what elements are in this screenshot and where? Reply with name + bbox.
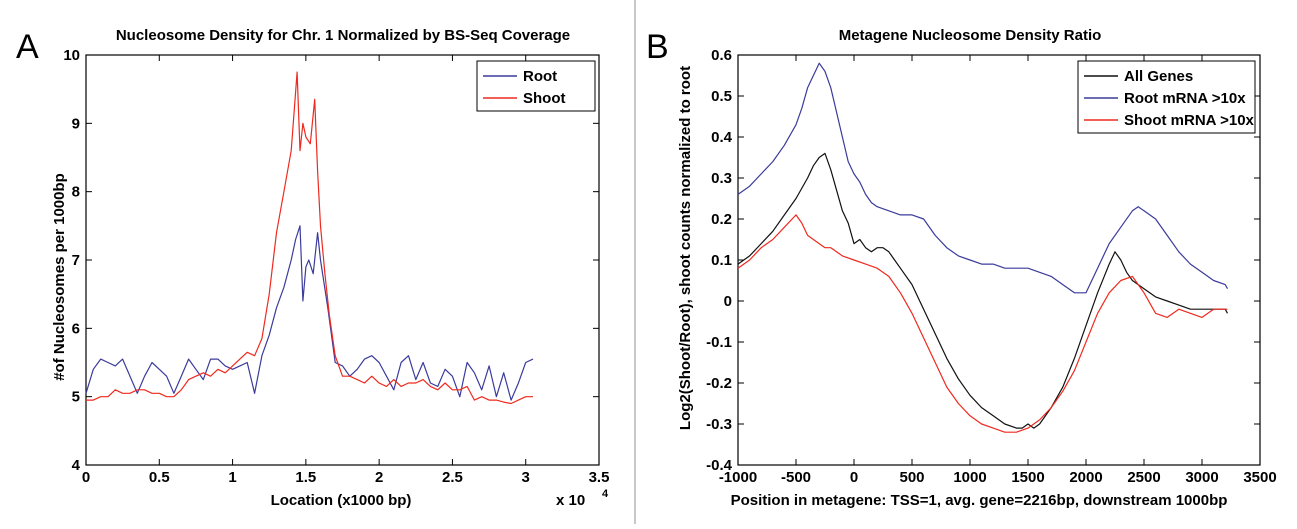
chart-a-ylabel: #of Nucleosomes per 1000bp [51, 173, 68, 381]
chart-b: B Metagene Nucleosome Density Ratio Log2… [646, 27, 1277, 509]
axes-frame [85, 54, 600, 466]
x-tick-label: 2.5 [442, 469, 463, 486]
series-line-2 [86, 71, 533, 405]
panel-divider [634, 0, 636, 524]
y-tick-label: 6 [72, 320, 80, 337]
panel-b: B Metagene Nucleosome Density Ratio Log2… [638, 0, 1297, 524]
x-tick-label: 1500 [1011, 469, 1044, 486]
legend: All Genes Root mRNA >10x Shoot mRNA >10x [1077, 60, 1256, 134]
chart-a-xlabel: Location (x1000 bp) [271, 492, 412, 509]
x-tick-label: 0 [850, 469, 858, 486]
legend-entry: Root mRNA >10x [1124, 90, 1246, 107]
legend-entry: Shoot [523, 90, 566, 107]
x-tick-label: -1000 [719, 469, 757, 486]
y-tick-label: -0.2 [706, 375, 732, 392]
x-tick-label: 3000 [1185, 469, 1218, 486]
x-tick-label: 2500 [1127, 469, 1160, 486]
x-tick-label: 3 [522, 469, 530, 486]
chart-b-plot-area: -1000 -500 0 500 1000 1500 2000 2500 3000 3500 -0.… [706, 47, 1277, 486]
x-tick-label: 500 [899, 469, 924, 486]
y-tick-label: 7 [72, 252, 80, 269]
legend: Root Shoot [476, 60, 596, 112]
panel-a: A Nucleosome Density for Chr. 1 Normaliz… [0, 0, 634, 524]
y-tick-label: 0 [724, 293, 732, 310]
chart-b-ylabel: Log2(Shoot/Root), shoot counts normalize… [677, 66, 694, 430]
legend-entry: All Genes [1124, 68, 1193, 85]
series-line-1 [737, 152, 1229, 429]
x-tick-label: 2000 [1069, 469, 1102, 486]
y-tick-label: 4 [72, 457, 81, 474]
x-tick-label: -500 [781, 469, 811, 486]
y-tick-label: -0.4 [706, 457, 733, 474]
y-tick-label: 0.3 [711, 170, 732, 187]
y-tick-label: 9 [72, 115, 80, 132]
y-tick-label: 0.1 [711, 252, 732, 269]
x-tick-label: 2 [375, 469, 383, 486]
y-tick-label: 0.2 [711, 211, 732, 228]
y-tick-label: 0.6 [711, 47, 732, 64]
series-line-2 [737, 62, 1229, 294]
chart-a-x-multiplier: x 10 [556, 492, 585, 509]
x-tick-label: 1.5 [295, 469, 316, 486]
y-tick-label: 10 [63, 47, 80, 64]
y-tick-label: -0.3 [706, 416, 732, 433]
chart-a-title: Nucleosome Density for Chr. 1 Normalized… [116, 27, 570, 44]
legend-entry: Root [523, 68, 557, 85]
chart-a: A Nucleosome Density for Chr. 1 Normaliz… [16, 27, 609, 509]
chart-b-xlabel: Position in metagene: TSS=1, avg. gene=2… [731, 492, 1228, 509]
x-tick-label: 0 [82, 469, 90, 486]
x-tick-label: 0.5 [149, 469, 170, 486]
y-tick-label: 8 [72, 184, 80, 201]
legend-entry: Shoot mRNA >10x [1124, 112, 1255, 129]
legend-box [1077, 60, 1256, 134]
chart-b-title: Metagene Nucleosome Density Ratio [839, 27, 1102, 44]
y-tick-label: 5 [72, 389, 80, 406]
x-tick-label: 1000 [953, 469, 986, 486]
y-tick-label: 0.5 [711, 88, 732, 105]
chart-a-plot-area: 0 0.5 1 1.5 2 2.5 3 3.5 4 5 6 7 8 9 10 Root Shoot [63, 47, 609, 486]
series-line-1 [85, 225, 534, 401]
y-tick-label: 0.4 [711, 129, 733, 146]
x-tick-label: 3500 [1243, 469, 1276, 486]
legend-box [476, 60, 596, 112]
panel-letter-b: B [646, 28, 669, 66]
series-line-3 [737, 214, 1228, 433]
chart-a-x-multiplier-exp: 4 [602, 488, 609, 500]
panel-letter-a: A [16, 28, 39, 66]
y-tick-label: -0.1 [706, 334, 732, 351]
x-tick-label: 3.5 [589, 469, 610, 486]
x-tick-label: 1 [228, 469, 236, 486]
